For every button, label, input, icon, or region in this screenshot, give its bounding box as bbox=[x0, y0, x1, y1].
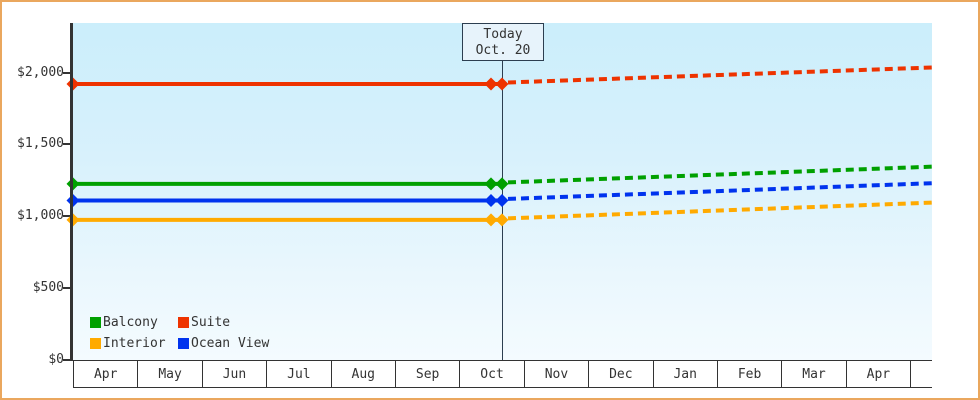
data-point-diamond bbox=[495, 213, 509, 227]
y-axis-tick-label: $0 bbox=[48, 352, 64, 367]
legend-label: Interior bbox=[103, 336, 166, 351]
legend-item-suite: Suite bbox=[178, 312, 269, 333]
data-point-diamond bbox=[66, 213, 80, 227]
month-cell: May bbox=[137, 361, 201, 387]
plot-area: Balcony Suite Interior Ocean View bbox=[66, 23, 933, 360]
today-date-label: Oct. 20 bbox=[475, 43, 531, 58]
month-cell: Sep bbox=[394, 361, 459, 387]
data-point-diamond bbox=[484, 193, 498, 207]
y-axis-tick-mark bbox=[63, 215, 70, 218]
y-axis-tick-label: $1,500 bbox=[17, 136, 64, 152]
data-point-diamond bbox=[66, 193, 80, 207]
y-axis-tick-mark bbox=[63, 143, 70, 146]
legend-swatch-icon bbox=[90, 317, 101, 328]
y-axis-tick-label: $2,000 bbox=[17, 64, 64, 80]
data-point-diamond bbox=[495, 77, 509, 91]
legend-item-balcony: Balcony bbox=[90, 312, 178, 333]
forecast-line-ocean-view bbox=[507, 181, 933, 201]
legend: Balcony Suite Interior Ocean View bbox=[90, 312, 269, 354]
month-cell: Feb bbox=[716, 361, 781, 387]
y-axis-line bbox=[70, 23, 73, 361]
legend-label: Balcony bbox=[103, 315, 158, 330]
data-point-diamond bbox=[484, 213, 498, 227]
y-axis-tick-mark bbox=[63, 287, 70, 290]
forecast-line-suite bbox=[507, 65, 933, 85]
month-cell-empty bbox=[910, 361, 932, 387]
month-cell: Jan bbox=[652, 361, 717, 387]
month-cell: Jul bbox=[266, 361, 330, 387]
price-lines bbox=[66, 65, 933, 227]
today-label-box: Today Oct. 20 bbox=[462, 23, 544, 61]
today-label: Today bbox=[483, 27, 523, 42]
month-cell: Apr bbox=[845, 361, 910, 387]
y-axis-tick-mark bbox=[63, 71, 70, 74]
y-axis-tick-mark bbox=[63, 359, 70, 361]
data-point-diamond bbox=[495, 177, 509, 191]
legend-item-interior: Interior bbox=[90, 333, 178, 354]
month-cell: Jun bbox=[201, 361, 266, 387]
forecast-line-interior bbox=[507, 200, 933, 221]
data-point-diamond bbox=[484, 177, 498, 191]
today-vertical-line bbox=[501, 60, 503, 360]
forecast-line-balcony bbox=[507, 164, 933, 185]
month-cell: Oct bbox=[459, 361, 523, 387]
month-cell: Apr bbox=[73, 361, 137, 387]
month-cell: Mar bbox=[781, 361, 845, 387]
legend-swatch-icon bbox=[90, 338, 101, 349]
data-point-diamond bbox=[495, 193, 509, 207]
month-cell: Nov bbox=[523, 361, 588, 387]
x-axis-month-row: Apr May Jun Jul Aug Sep Oct Nov Dec Jan Feb Mar Apr bbox=[73, 360, 932, 388]
legend-item-ocean-view: Ocean View bbox=[178, 333, 269, 354]
month-cell: Dec bbox=[588, 361, 652, 387]
legend-swatch-icon bbox=[178, 338, 189, 349]
legend-swatch-icon bbox=[178, 317, 189, 328]
y-axis-tick-label: $1,000 bbox=[17, 208, 64, 224]
data-point-diamond bbox=[66, 77, 80, 91]
legend-label: Suite bbox=[191, 315, 231, 330]
data-point-diamond bbox=[66, 177, 80, 191]
legend-label: Ocean View bbox=[191, 336, 270, 351]
y-axis-tick-label: $500 bbox=[32, 280, 64, 296]
month-cell: Aug bbox=[330, 361, 395, 387]
data-point-diamond bbox=[484, 77, 498, 91]
